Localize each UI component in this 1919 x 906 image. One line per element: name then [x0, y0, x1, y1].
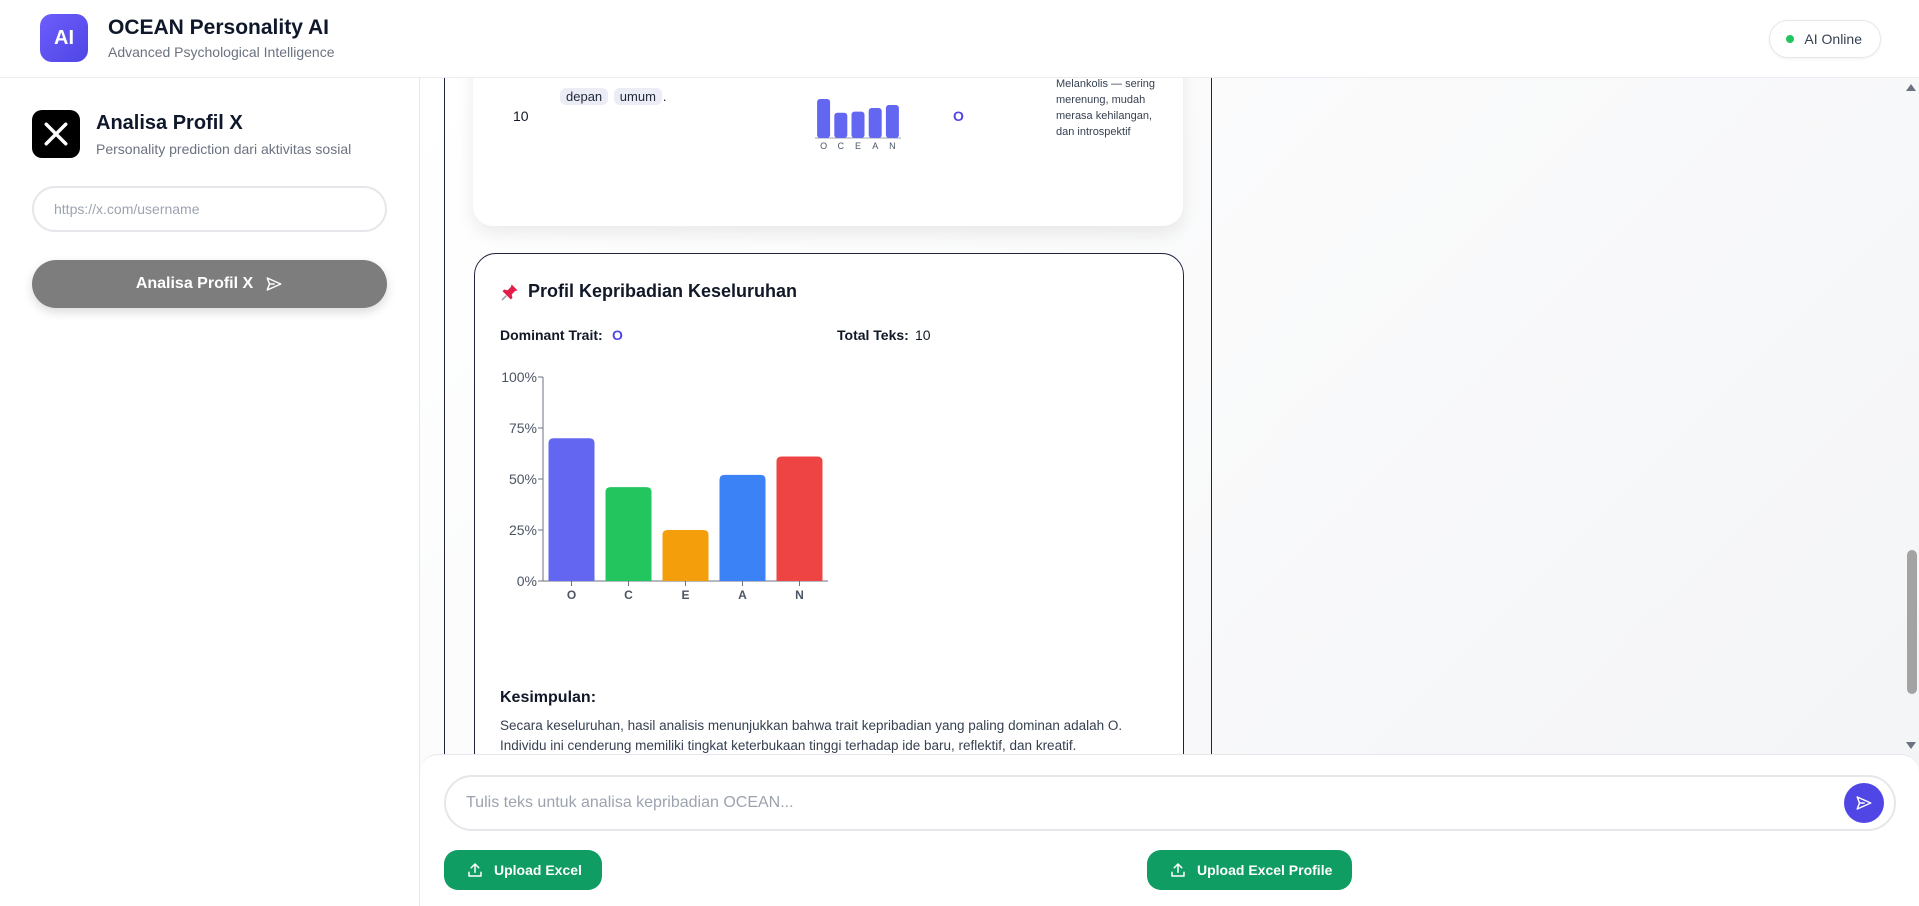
chat-message-frame	[444, 78, 1212, 758]
row-dominant-trait: O	[953, 108, 964, 124]
token-line: menyampaikan pendapat di	[559, 78, 762, 84]
send-icon	[266, 277, 282, 291]
sidebar-subtitle: Personality prediction dari aktivitas so…	[96, 141, 352, 157]
result-table-card: 10 menyampaikan pendapat di depan umum. …	[473, 78, 1183, 226]
profile-url-input[interactable]	[32, 186, 387, 232]
main-chat-area: 10 menyampaikan pendapat di depan umum. …	[420, 78, 1919, 906]
mini-tick-label: E	[855, 141, 861, 151]
sidebar-title: Analisa Profil X	[96, 112, 243, 134]
mini-tick-label: C	[838, 141, 845, 151]
x-tick-label: N	[795, 588, 804, 602]
conclusion-text: Secara keseluruhan, hasil analisis menun…	[500, 718, 1123, 753]
analyze-profile-label: Analisa Profil X	[135, 275, 254, 292]
status-dot-icon	[1786, 35, 1795, 43]
token: umum	[613, 88, 662, 105]
y-tick-label: 75%	[509, 420, 537, 436]
x-logo-icon	[32, 110, 80, 158]
ocean-bar-chart: 0% 25% 50% 75% 100% O C E A N	[501, 369, 828, 602]
y-tick-label: 25%	[509, 522, 537, 538]
app-title: OCEAN Personality AI	[108, 16, 329, 39]
mini-bar-n	[885, 105, 899, 138]
dominant-trait-value: O	[612, 327, 623, 343]
composer	[420, 754, 1919, 906]
status-badge: AI Online	[1769, 20, 1881, 58]
app-subtitle: Advanced Psychological Intelligence	[108, 44, 335, 60]
status-label: AI Online	[1804, 31, 1862, 47]
bar-a	[719, 474, 766, 581]
send-message-button[interactable]	[1844, 783, 1884, 823]
y-tick-label: 0%	[517, 573, 537, 589]
analyze-profile-button[interactable]: Analisa Profil X	[32, 260, 387, 308]
mini-bar-o	[817, 99, 831, 138]
bar-n	[776, 456, 823, 581]
upload-icon	[1171, 863, 1185, 877]
conclusion-title: Kesimpulan:	[500, 689, 597, 706]
token-line: depan umum.	[559, 86, 667, 107]
bar-o	[548, 438, 595, 581]
x-tick-label: A	[738, 588, 747, 602]
upload-excel-profile-label: Upload Excel Profile	[1197, 862, 1333, 878]
pushpin-icon	[501, 284, 518, 300]
row-number: 10	[513, 108, 529, 124]
bar-e	[662, 530, 709, 581]
scroll-down-icon[interactable]	[1906, 742, 1916, 749]
scroll-thumb[interactable]	[1907, 550, 1917, 694]
mini-tick-label: O	[820, 141, 827, 151]
x-tick-label: O	[567, 588, 576, 602]
upload-excel-label: Upload Excel	[494, 862, 582, 878]
mini-bar-e	[851, 111, 865, 138]
message-input[interactable]	[444, 775, 1896, 831]
mini-tick-label: N	[889, 141, 896, 151]
mini-bar-a	[868, 108, 882, 138]
app-header: AI OCEAN Personality AI Advanced Psychol…	[0, 0, 1919, 78]
profile-card-title: Profil Kepribadian Keseluruhan	[528, 281, 798, 301]
mini-bar-c	[834, 112, 848, 138]
app-logo: AI	[40, 14, 88, 62]
row-description: Melankolis — sering merenung, mudah mera…	[1056, 78, 1156, 138]
upload-excel-profile-button[interactable]: Upload Excel Profile	[1147, 850, 1353, 890]
token: depan	[560, 88, 609, 105]
y-tick-label: 50%	[509, 471, 537, 487]
x-tick-label: C	[624, 588, 633, 602]
profile-summary-card: Profil Kepribadian Keseluruhan Dominant …	[474, 253, 1184, 813]
bar-c	[605, 487, 652, 581]
scroll-up-icon[interactable]	[1906, 84, 1916, 91]
send-icon	[1856, 796, 1872, 810]
total-text-label: Total Teks:	[837, 327, 909, 343]
dominant-trait-label: Dominant Trait:	[500, 327, 603, 343]
upload-icon	[468, 863, 482, 877]
profile-card-header: Profil Kepribadian Keseluruhan	[500, 281, 797, 302]
sidebar: Analisa Profil X Personality prediction …	[0, 78, 420, 906]
x-tick-label: E	[681, 588, 689, 602]
upload-excel-button[interactable]: Upload Excel	[444, 850, 602, 890]
y-tick-label: 100%	[501, 369, 537, 385]
total-text-value: 10	[915, 327, 931, 343]
chat-scrollbar[interactable]	[1903, 78, 1919, 754]
mini-tick-label: A	[872, 141, 878, 151]
